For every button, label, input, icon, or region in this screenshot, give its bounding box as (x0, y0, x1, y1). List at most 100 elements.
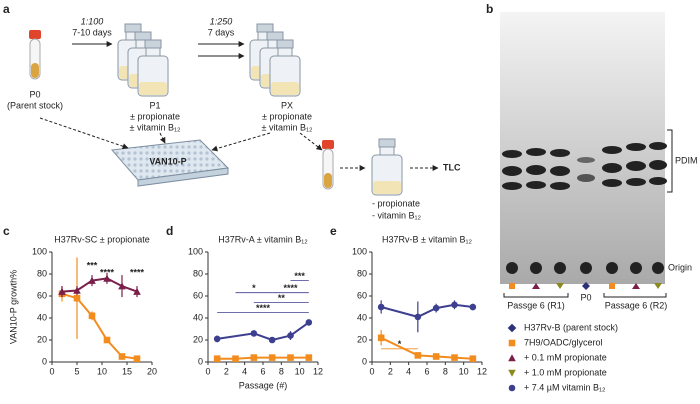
y-tick-label: 100 (352, 246, 367, 256)
legend-label: + 0.1 mM propionate (524, 352, 607, 362)
data-point (133, 355, 141, 362)
x-tick-label: 0 (205, 366, 210, 376)
group-bracket (503, 293, 569, 298)
legend-marker (508, 384, 516, 392)
y-tick-label: 80 (37, 268, 47, 278)
duration: 7-10 days (72, 27, 112, 37)
workflow-diagram: 1:100 7-10 days 1:250 7 days P0 (Parent … (7, 16, 461, 220)
plate-label: VAN10-P (149, 156, 186, 166)
data-point (118, 282, 126, 290)
data-point (88, 312, 96, 320)
data-point (287, 332, 294, 339)
significance: * (252, 283, 256, 293)
tlc-bands (502, 142, 667, 274)
x-tick-label: 10 (295, 366, 305, 376)
lane-marker (532, 283, 540, 289)
series-line (61, 277, 138, 293)
x-tick-label: 12 (313, 366, 323, 376)
legend-marker (507, 323, 517, 333)
tube-icon (28, 29, 42, 80)
data-point (377, 334, 385, 342)
y-tick-label: 80 (357, 268, 367, 278)
x-tick-label: 0 (49, 366, 54, 376)
condition: ± vitamin B₁₂ (130, 122, 181, 132)
legend-marker (508, 369, 516, 377)
data-point (213, 355, 221, 362)
condition: ± propionate (262, 111, 312, 121)
lane-marker (556, 283, 564, 289)
legend-marker (508, 354, 516, 362)
data-point (73, 286, 81, 294)
panel-label: d (166, 224, 173, 238)
lane-marker (609, 283, 615, 289)
condition: - vitamin B₁₂ (372, 210, 422, 220)
data-point (103, 336, 111, 344)
x-axis-label: Passage (#) (239, 380, 288, 390)
stage-note: (Parent stock) (7, 100, 63, 110)
series-line (380, 336, 473, 360)
x-tick-label: 12 (477, 366, 487, 376)
y-tick-label: 60 (37, 290, 47, 300)
series-line (217, 321, 310, 342)
condition: - propionate (372, 198, 420, 208)
y-tick-label: 20 (357, 334, 367, 344)
data-point (268, 354, 276, 361)
group-label: Passage 6 (R2) (605, 300, 668, 310)
y-tick-label: 40 (37, 312, 47, 322)
significance: **** (130, 267, 145, 277)
data-point (451, 301, 458, 309)
data-point (414, 313, 422, 321)
data-point (469, 303, 477, 311)
data-point (469, 355, 477, 362)
x-tick-label: 5 (74, 366, 79, 376)
lane-marker (654, 283, 662, 289)
significance: ** (278, 293, 286, 303)
data-point (305, 319, 313, 326)
lane-marker (582, 282, 590, 290)
significance: * (398, 339, 402, 349)
series-line (380, 303, 473, 318)
x-tick-label: 10 (459, 366, 469, 376)
significance: *** (294, 271, 305, 281)
legend-label: H37Rv-B (parent stock) (524, 322, 618, 332)
data-point (133, 287, 141, 295)
dashed-arrow (159, 132, 166, 144)
y-tick-label: 20 (37, 334, 47, 344)
data-point (268, 336, 276, 344)
significance: **** (283, 283, 298, 293)
y-tick-label: 40 (357, 312, 367, 322)
y-tick-label: 80 (193, 268, 203, 278)
y-tick-label: 60 (193, 290, 203, 300)
plate-edge (137, 167, 229, 187)
data-point (377, 303, 385, 311)
data-point (73, 294, 81, 302)
y-tick-label: 0 (362, 356, 367, 366)
x-tick-label: 4 (242, 366, 247, 376)
data-point (103, 274, 111, 282)
pdim-bracket (667, 129, 673, 193)
chart-title: H37Rv-SC ± propionate (54, 234, 149, 244)
x-tick-label: 15 (122, 366, 132, 376)
y-tick-label: 60 (357, 290, 367, 300)
x-tick-label: 8 (443, 366, 448, 376)
data-point (88, 276, 96, 284)
series-line (61, 292, 138, 360)
y-tick-label: 0 (198, 356, 203, 366)
data-point (232, 355, 239, 362)
duration: 7 days (208, 27, 235, 37)
significance: **** (256, 303, 271, 313)
tlc-label: TLC (443, 162, 461, 172)
group-label: P0 (580, 292, 591, 302)
chart-title: H37Rv-A ± vitamin B₁₂ (218, 234, 308, 244)
pdim-label: PDIM (675, 155, 698, 165)
y-tick-label: 40 (193, 312, 203, 322)
tlc-plate: PDIM Origin Passge 6 (R1) P0 Passage 6 (… (500, 12, 698, 310)
lane-marker (509, 283, 515, 289)
stage-label: P0 (29, 89, 40, 99)
series-line (217, 356, 309, 360)
chart-title: H37Rv-B ± vitamin B₁₂ (382, 234, 472, 244)
x-tick-label: 4 (406, 366, 411, 376)
x-tick-label: 2 (388, 366, 393, 376)
data-point (414, 352, 422, 359)
